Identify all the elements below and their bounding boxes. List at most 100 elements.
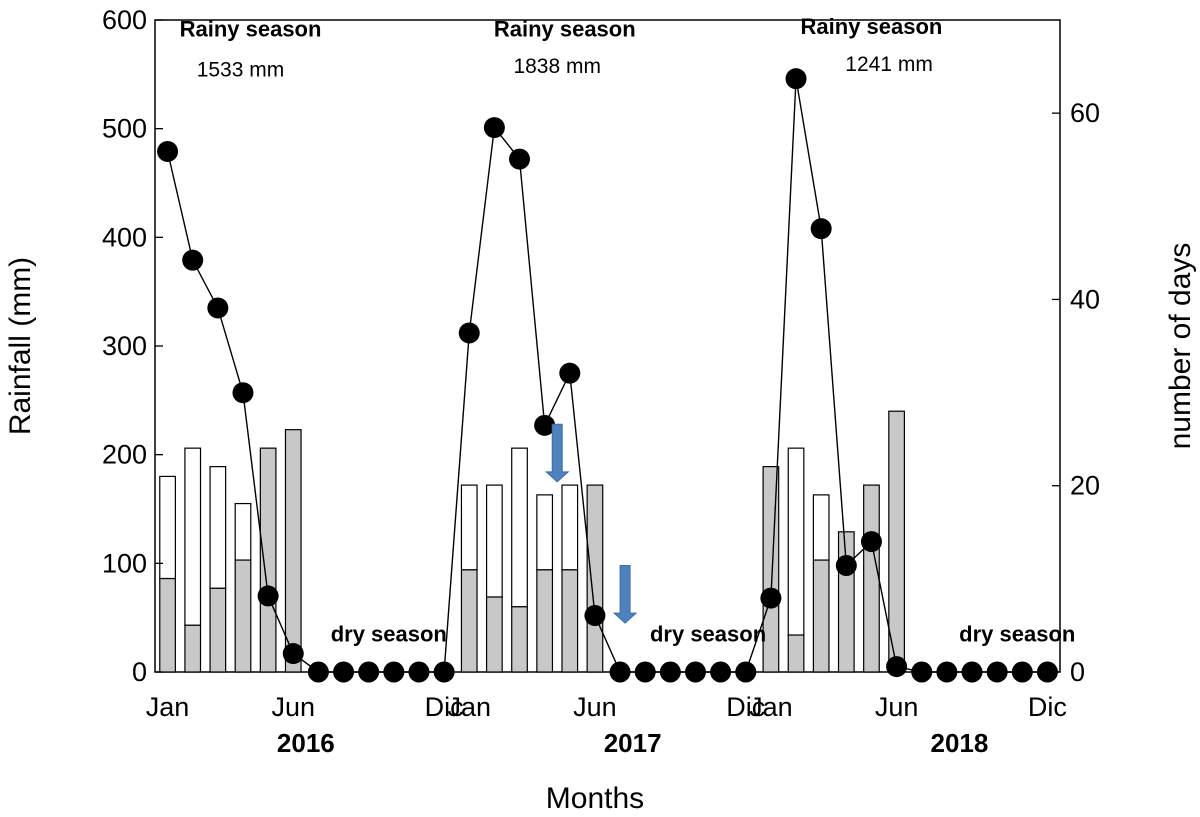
- y-tick-label: 0: [132, 657, 147, 687]
- rainfall-point: [232, 382, 254, 404]
- year-label: 2017: [604, 728, 662, 758]
- x-tick-label: Jun: [271, 692, 315, 722]
- rainfall-point: [433, 661, 455, 683]
- rainfall-point: [634, 661, 656, 683]
- bar-white-segment: [209, 466, 227, 589]
- bar-white-segment: [812, 494, 830, 561]
- bar-gray-segment: [586, 484, 604, 673]
- rainfall-point: [207, 297, 229, 319]
- y-tick-label: 300: [102, 331, 147, 361]
- x-tick-label: Jan: [146, 692, 190, 722]
- rainfall-point: [860, 531, 882, 553]
- season-label: Rainy season: [801, 14, 943, 39]
- rainfall-point: [333, 661, 355, 683]
- rainfall-point: [710, 661, 732, 683]
- y-tick-label: 100: [102, 548, 147, 578]
- rainfall-point: [986, 661, 1008, 683]
- rainfall-point: [1011, 661, 1033, 683]
- rainfall-point: [408, 661, 430, 683]
- rainfall-point: [584, 604, 606, 626]
- x-tick-label: Jan: [749, 692, 793, 722]
- y2-tick-label: 0: [1070, 657, 1085, 687]
- bar-gray-segment: [888, 410, 905, 673]
- x-axis-title: Months: [546, 782, 644, 815]
- bar-gray-segment: [209, 587, 227, 673]
- y-tick-label: 600: [102, 5, 147, 35]
- rainfall-point: [458, 322, 480, 344]
- bar-gray-segment: [837, 531, 855, 673]
- y-tick-label: 400: [102, 222, 147, 252]
- rainfall-point: [785, 68, 807, 90]
- y-axis-title: Rainfall (mm): [4, 257, 37, 435]
- x-tick-label: Dic: [425, 692, 464, 722]
- rainfall-line-layer: [157, 68, 1058, 683]
- rainfall-point: [735, 661, 757, 683]
- rainfall-point: [282, 643, 304, 665]
- bar-gray-segment: [284, 429, 302, 673]
- y2-tick-label: 60: [1070, 98, 1100, 128]
- x-tick-label: Jun: [573, 692, 617, 722]
- bar-gray-segment: [485, 596, 503, 673]
- bar-gray-segment: [812, 559, 830, 673]
- rainfall-point: [509, 148, 531, 170]
- bar-gray-segment: [536, 569, 554, 673]
- x-tick-label: Dic: [726, 692, 765, 722]
- season-label: dry season: [959, 622, 1075, 647]
- bar-gray-segment: [234, 559, 252, 673]
- bar-white-segment: [787, 447, 805, 636]
- rainfall-total-label: 1241 mm: [845, 53, 933, 76]
- labels-layer: Rainy season Rainy season Rainy season dry …: [180, 14, 1076, 646]
- season-label: Rainy season: [180, 16, 322, 41]
- down-arrow: [544, 423, 570, 483]
- bar-gray-segment: [511, 606, 528, 673]
- y2-tick-label: 40: [1070, 284, 1100, 314]
- x-tick-label: Jun: [875, 692, 919, 722]
- year-label: 2016: [277, 728, 335, 758]
- bar-white-segment: [485, 484, 503, 598]
- bar-white-segment: [460, 484, 478, 571]
- rainfall-point: [684, 661, 706, 683]
- rainfall-point: [534, 414, 556, 436]
- y-tick-label: 200: [102, 440, 147, 470]
- rainfall-point: [961, 661, 983, 683]
- season-label: dry season: [650, 622, 766, 647]
- bar-gray-segment: [159, 577, 176, 673]
- season-label: Rainy season: [494, 16, 636, 41]
- bar-white-segment: [184, 447, 202, 626]
- bar-gray-segment: [259, 447, 277, 673]
- bar-gray-segment: [787, 634, 805, 673]
- down-arrow: [612, 565, 638, 624]
- plot-area: [154, 19, 1061, 673]
- rainfall-point: [835, 555, 857, 577]
- bar-gray-segment: [184, 624, 202, 673]
- rainfall-point: [257, 585, 279, 607]
- bar-white-segment: [561, 484, 579, 571]
- rainfall-point: [911, 661, 933, 683]
- bar-white-segment: [511, 447, 528, 608]
- bar-white-segment: [234, 502, 252, 561]
- rainfall-point: [659, 661, 681, 683]
- rainfall-point: [358, 661, 380, 683]
- arrows-layer: [544, 423, 638, 624]
- rainfall-point: [1036, 661, 1058, 683]
- rainfall-point: [307, 661, 329, 683]
- y-tick-label: 500: [102, 114, 147, 144]
- rainfall-total-label: 1533 mm: [197, 59, 285, 82]
- rainfall-point: [383, 661, 405, 683]
- bar-gray-segment: [863, 484, 880, 673]
- rainfall-point: [936, 661, 958, 683]
- y2-tick-label: 20: [1070, 471, 1100, 501]
- rainfall-point: [182, 249, 204, 271]
- x-tick-label: Jan: [447, 692, 491, 722]
- rainfall-point: [559, 362, 581, 384]
- y2-axis-title: number of days: [1164, 243, 1197, 450]
- rainfall-point: [810, 218, 832, 240]
- rainfall-point: [157, 140, 179, 162]
- year-label: 2018: [931, 728, 989, 758]
- rainfall-point: [483, 117, 505, 139]
- bar-gray-segment: [460, 569, 478, 673]
- rainfall-point: [609, 661, 631, 683]
- bars-layer: [159, 410, 905, 673]
